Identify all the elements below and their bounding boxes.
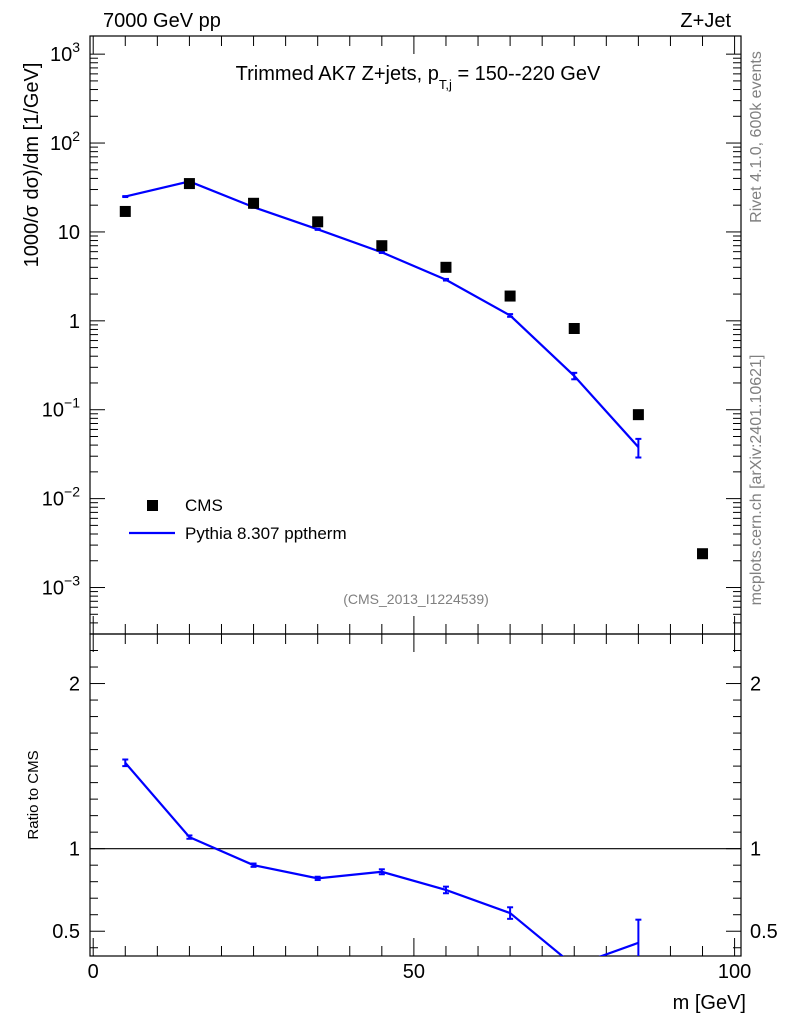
x-tick-label: 0 [88,961,99,983]
cms-data-point [568,322,580,334]
main-y-tick-label: 10−3 [42,573,80,600]
ratio-y-tick-label-right: 1 [750,839,761,861]
ratio-plot-marks [90,758,741,956]
ratio-y-axis-label: Ratio to CMS [25,750,42,839]
analysis-watermark: (CMS_2013_I1224539) [343,591,489,607]
ratio-y-tick-label-left: 2 [69,674,80,696]
main-title: Trimmed AK7 Z+jets, pT,j = 150--220 GeV [236,63,601,92]
x-tick-label: 50 [403,961,425,983]
legend-label-pythia: Pythia 8.307 pptherm [185,524,347,543]
ratio-y-tick-label-right: 2 [750,674,761,696]
ratio-axis-ticks: 0 50 100 0.5 0.5 1 1 2 2 [52,634,778,983]
legend-marker-cms [147,500,158,511]
cms-data-point [312,216,324,228]
cms-data-point [632,409,644,421]
ratio-y-tick-label-right: 0.5 [750,921,778,943]
legend-label-cms: CMS [185,496,223,515]
main-plot-marks [119,178,709,560]
ratio-y-tick-label-left: 1 [69,839,80,861]
main-y-tick-label: 103 [50,39,80,66]
rivet-version-label: Rivet 4.1.0, 600k events [748,51,765,223]
main-y-tick-label: 102 [50,128,80,155]
cms-data-point [440,261,452,273]
cms-data-point [697,548,709,560]
cms-data-point [376,240,388,252]
header-right-label: Z+Jet [680,10,731,32]
mc-line [125,180,640,448]
main-panel-frame [89,35,742,635]
main-y-tick-label: 10−1 [42,395,80,422]
cms-data-point [183,178,195,190]
main-y-tick-label: 10 [58,222,80,244]
main-y-tick-label: 1 [69,311,80,333]
header-left-label: 7000 GeV pp [103,10,221,32]
cms-data-point [119,205,131,217]
cms-data-point [504,290,516,302]
ratio-y-tick-label-left: 0.5 [52,921,80,943]
x-tick-label: 100 [718,961,751,983]
main-y-axis-label: 1000/σ dσ)/dm [1/GeV] [21,63,43,268]
mcplots-label: mcplots.cern.ch [arXiv:2401.10621] [748,355,765,606]
ratio-mc-line [124,762,639,956]
main-y-tick-label: 10−2 [42,484,80,511]
ratio-panel-frame [89,633,742,957]
cms-data-point [248,197,260,209]
x-axis-label: m [GeV] [673,992,746,1014]
